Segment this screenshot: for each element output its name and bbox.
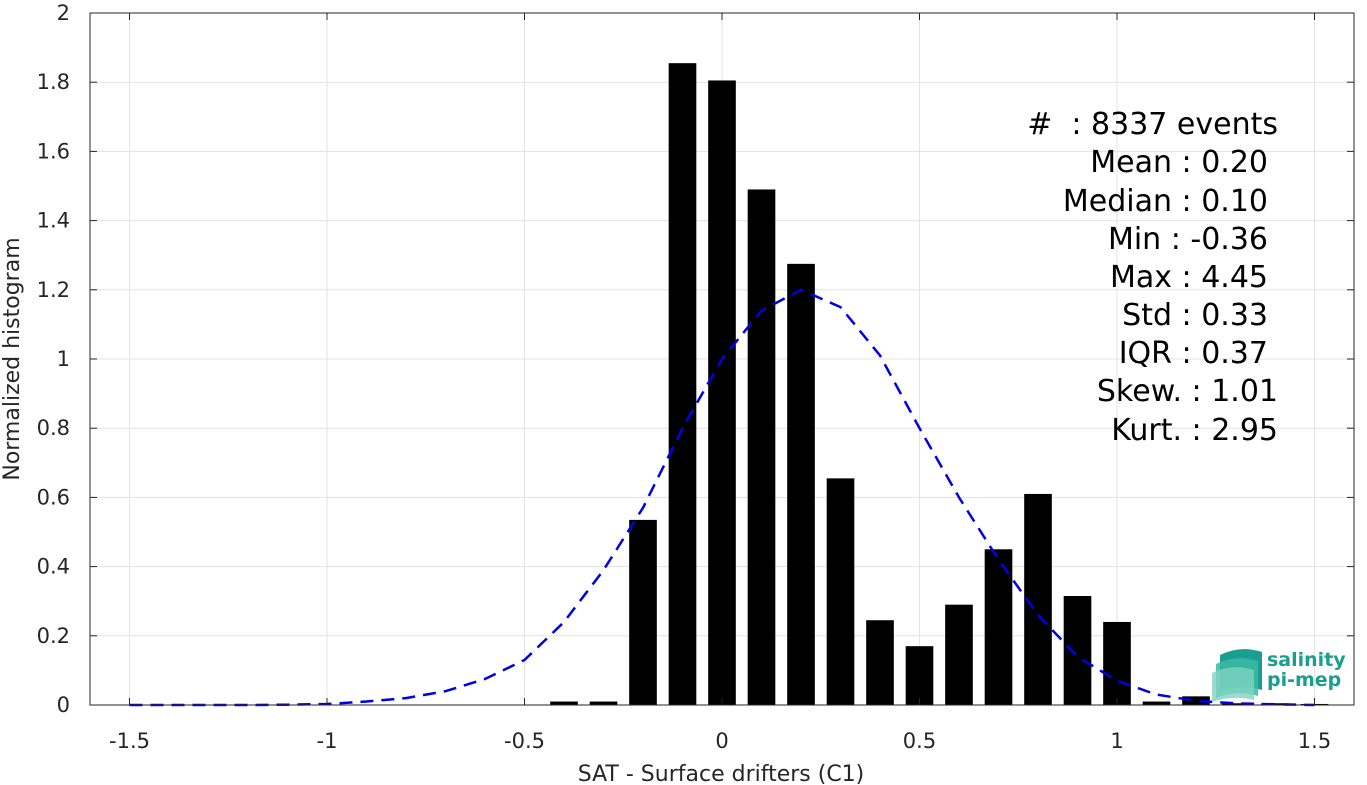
histogram-bar [1103,621,1131,705]
x-tick-label: 1.5 [1298,729,1331,753]
histogram-bar [1182,696,1210,705]
histogram-bar [668,63,697,706]
histogram-bar [589,701,618,705]
histogram-bar [550,701,578,705]
y-tick-label: 1.2 [37,278,70,302]
histogram-bar [826,478,855,705]
x-tick-labels: -1.5 -1 -0.5 0 0.5 1 1.5 [109,729,1331,753]
y-tick-label: 0.8 [37,416,70,440]
axis-ticks [90,12,1354,706]
y-tick-label: 1 [57,347,70,371]
salinity-pimep-logo: salinity pi-mep [1212,649,1346,702]
y-tick-label: 0 [57,693,70,717]
histogram-bar [1063,596,1092,705]
y-tick-label: 0.4 [37,555,70,579]
y-tick-label: 1.6 [37,139,70,163]
x-tick-label: -0.5 [504,729,545,753]
stat-iqr: IQR : 0.37 [1119,336,1268,371]
y-tick-labels: 0 0.2 0.4 0.6 0.8 1 1.2 1.4 1.6 1.8 2 [37,1,70,717]
statistics-box: # : 8337 events Mean : 0.20 Median : 0.1… [1027,107,1278,448]
x-tick-label: -1.5 [109,729,150,753]
x-tick-label: 1 [1110,729,1123,753]
histogram-bar [1221,703,1250,705]
histogram-bar [905,646,934,705]
stat-mean: Mean : 0.20 [1090,145,1268,180]
histogram-bar [1142,701,1171,705]
x-tick-label: -1 [317,729,338,753]
logo-line2: pi-mep [1267,669,1341,691]
histogram-bar [1024,493,1052,705]
histogram-bar [984,549,1013,705]
histogram-bar [629,519,657,705]
logo-line1: salinity [1267,649,1346,671]
histogram-bar [708,80,736,706]
y-tick-label: 0.2 [37,624,70,648]
histogram-bar [787,263,815,705]
stat-max: Max : 4.45 [1110,260,1268,295]
logo-wave-icon [1212,649,1262,702]
stat-kurt: Kurt. : 2.95 [1111,413,1278,448]
y-tick-label: 1.4 [37,209,70,233]
x-tick-label: 0.5 [903,729,936,753]
stat-std: Std : 0.33 [1122,298,1268,333]
stat-min: Min : -0.36 [1108,222,1268,257]
y-tick-label: 0.6 [37,485,70,509]
histogram-bar [945,604,973,705]
stat-skew: Skew. : 1.01 [1097,374,1278,409]
stat-events: # : 8337 events [1027,107,1278,142]
histogram-bar [866,620,894,705]
y-tick-label: 1.8 [37,70,70,94]
x-axis-label: SAT - Surface drifters (C1) [578,762,865,785]
y-tick-label: 2 [57,1,70,25]
histogram-bars [550,63,1329,706]
y-axis-label: Normalized histogram [0,237,25,480]
stat-median: Median : 0.10 [1063,184,1268,219]
x-tick-label: 0 [715,729,728,753]
histogram-bar [747,189,776,705]
